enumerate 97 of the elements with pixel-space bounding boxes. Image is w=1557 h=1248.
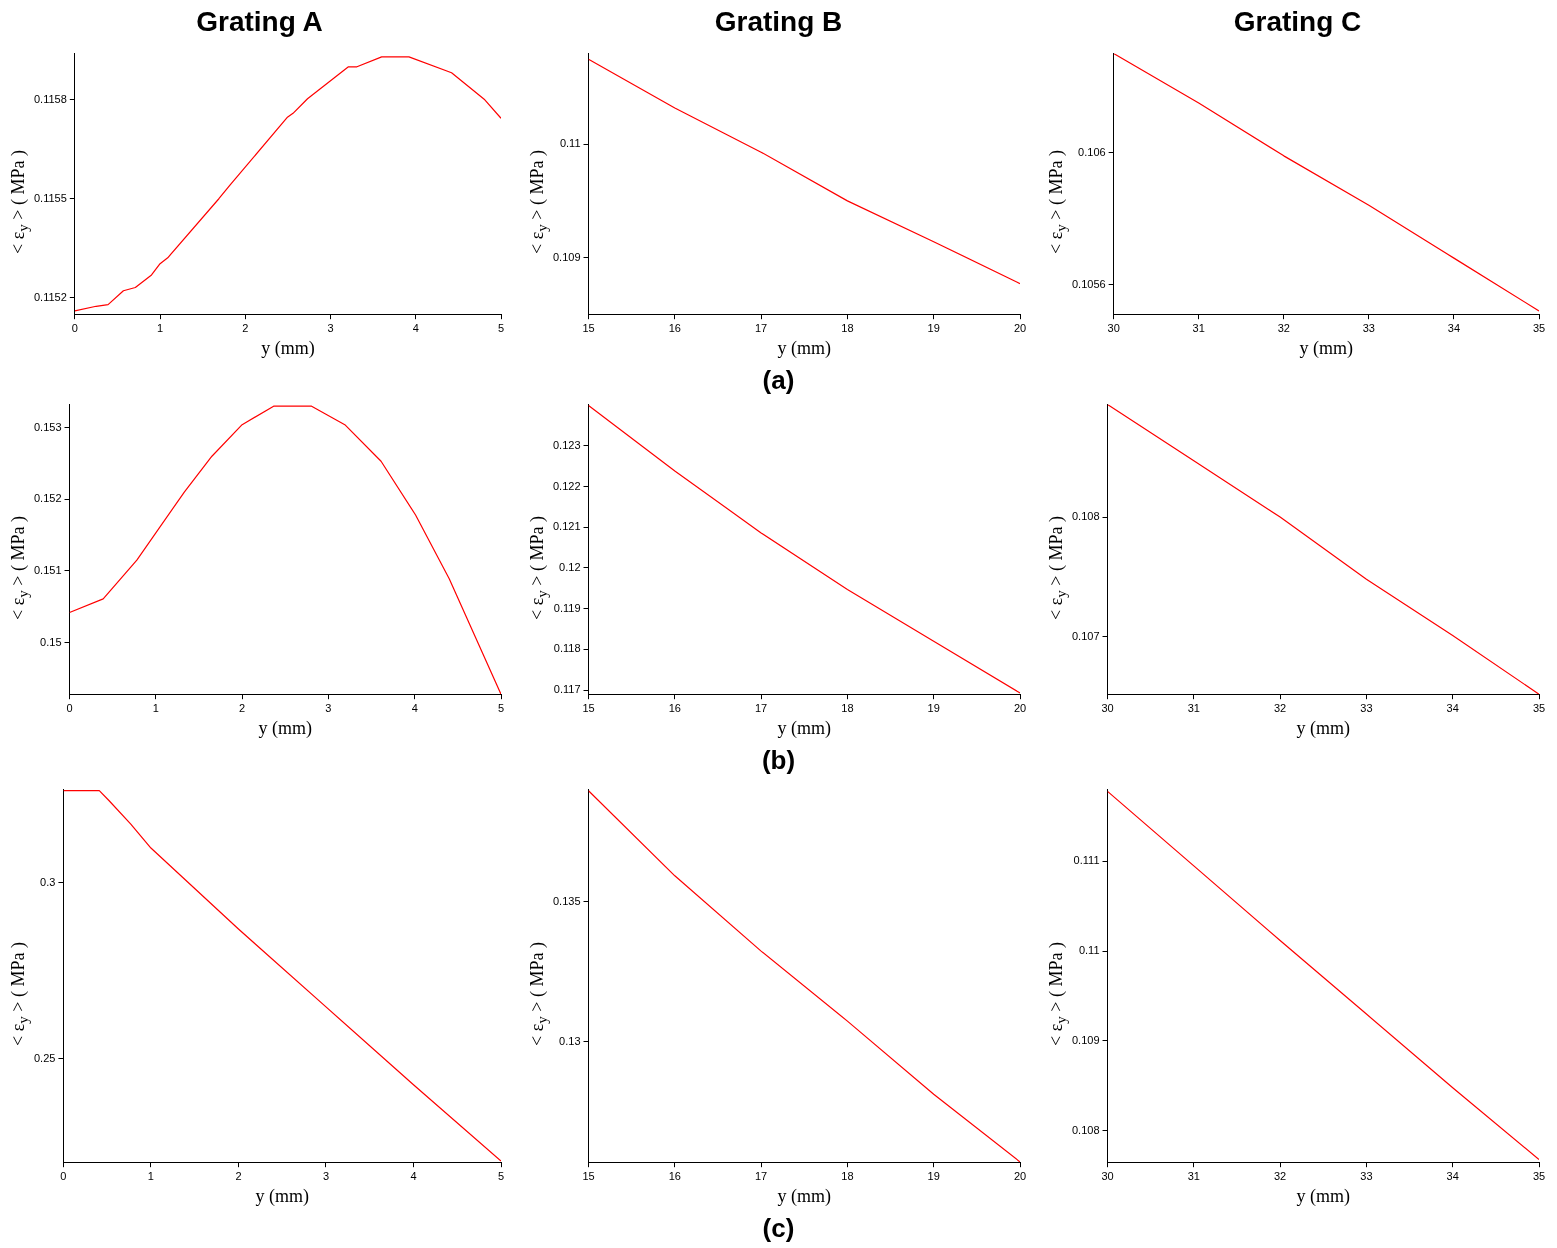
y-tick-label: 0.13: [559, 1034, 581, 1047]
x-tick-label: 4: [410, 1169, 417, 1182]
y-tick-label: 0.109: [553, 250, 581, 263]
x-tick-label: 18: [841, 321, 854, 334]
x-tick-label: 30: [1107, 321, 1121, 334]
chart-title: Grating A: [196, 5, 323, 39]
x-tick-label: 18: [841, 701, 854, 714]
x-axis-title: y (mm): [777, 337, 832, 359]
x-tick-label: 4: [413, 321, 420, 334]
x-axis-title: y (mm): [1296, 1185, 1351, 1207]
x-tick-label: 0: [60, 1169, 67, 1182]
y-tick-label: 0.135: [553, 894, 581, 907]
x-tick-label: 32: [1274, 701, 1287, 714]
x-tick-label: 5: [498, 701, 505, 714]
x-tick-label: 2: [242, 321, 249, 334]
x-tick-label: 15: [582, 701, 595, 714]
x-tick-label: 17: [755, 321, 768, 334]
x-tick-label: 3: [323, 1169, 330, 1182]
x-tick-label: 33: [1360, 1169, 1373, 1182]
y-tick-label: 0.15: [40, 635, 62, 648]
x-tick-label: 30: [1101, 701, 1114, 714]
y-tick-label: 0.1158: [34, 92, 68, 105]
x-tick-label: 17: [755, 701, 768, 714]
text: (c): [762, 1212, 795, 1245]
y-tick-label: 0.111: [1073, 854, 1100, 867]
y-tick-label: 0.117: [554, 683, 581, 696]
x-tick-label: 35: [1533, 321, 1546, 334]
x-tick-label: 5: [498, 1169, 505, 1182]
y-tick-label: 0.152: [34, 492, 62, 505]
x-tick-label: 19: [927, 321, 941, 334]
y-tick-label: 0.11: [560, 137, 581, 150]
y-tick-label: 0.108: [1072, 510, 1100, 523]
y-tick-label: 0.1056: [1072, 277, 1106, 290]
x-tick-label: 18: [841, 1169, 854, 1182]
x-tick-label: 31: [1187, 701, 1201, 714]
x-tick-label: 20: [1014, 321, 1027, 334]
text: (b): [761, 744, 796, 777]
x-tick-label: 5: [498, 321, 505, 334]
x-tick-label: 15: [582, 321, 595, 334]
x-tick-label: 31: [1192, 321, 1206, 334]
x-tick-label: 0: [72, 321, 79, 334]
y-tick-label: 0.25: [34, 1051, 56, 1064]
x-tick-label: 35: [1533, 701, 1546, 714]
y-tick-label: 0.106: [1078, 145, 1106, 158]
x-axis-title: y (mm): [777, 1185, 832, 1207]
y-tick-label: 0.1152: [34, 290, 68, 303]
y-tick-label: 0.109: [1072, 1034, 1100, 1047]
x-tick-label: 16: [668, 701, 682, 714]
x-tick-label: 33: [1363, 321, 1376, 334]
y-tick-label: 0.107: [1072, 629, 1100, 642]
x-axis-title: y (mm): [261, 337, 315, 359]
x-tick-label: 4: [411, 701, 419, 714]
x-tick-label: 34: [1446, 701, 1460, 714]
y-tick-label: 0.121: [553, 520, 581, 533]
x-tick-label: 3: [327, 321, 334, 334]
x-axis-title: y (mm): [1299, 337, 1354, 359]
y-tick-label: 0.3: [40, 875, 56, 888]
y-tick-label: 0.11: [1079, 944, 1100, 957]
y-tick-label: 0.1155: [34, 191, 68, 204]
x-tick-label: 20: [1014, 701, 1027, 714]
x-tick-label: 20: [1014, 1169, 1027, 1182]
y-tick-label: 0.151: [34, 563, 62, 576]
x-tick-label: 16: [668, 321, 682, 334]
x-tick-label: 33: [1360, 701, 1373, 714]
x-tick-label: 0: [66, 701, 73, 714]
x-tick-label: 2: [239, 701, 246, 714]
x-axis-title: y (mm): [255, 1185, 310, 1207]
x-tick-label: 32: [1277, 321, 1291, 334]
y-tick-label: 0.118: [554, 642, 581, 655]
x-tick-label: 17: [755, 1169, 768, 1182]
x-tick-label: 32: [1274, 1169, 1287, 1182]
x-tick-label: 1: [157, 321, 164, 334]
x-axis-title: y (mm): [777, 717, 832, 739]
x-tick-label: 34: [1448, 321, 1461, 334]
x-tick-label: 30: [1101, 1169, 1114, 1182]
x-tick-label: 1: [148, 1169, 155, 1182]
x-tick-label: 19: [927, 701, 941, 714]
y-tick-label: 0.12: [559, 560, 581, 573]
y-tick-label: 0.123: [553, 438, 581, 451]
text: (a): [762, 364, 795, 397]
x-tick-label: 31: [1187, 1169, 1201, 1182]
x-tick-label: 16: [668, 1169, 682, 1182]
y-tick-label: 0.122: [553, 479, 581, 492]
x-tick-label: 1: [153, 701, 160, 714]
x-tick-label: 19: [927, 1169, 941, 1182]
x-tick-label: 34: [1446, 1169, 1460, 1182]
x-axis-title: y (mm): [1296, 717, 1351, 739]
y-tick-label: 0.119: [554, 601, 581, 614]
y-tick-label: 0.108: [1072, 1123, 1100, 1136]
x-tick-label: 15: [582, 1169, 595, 1182]
x-tick-label: 35: [1533, 1169, 1546, 1182]
x-tick-label: 2: [235, 1169, 242, 1182]
x-axis-title: y (mm): [258, 717, 313, 739]
y-tick-label: 0.153: [34, 420, 62, 433]
chart-title: Grating B: [714, 5, 843, 39]
chart-title: Grating C: [1233, 5, 1362, 39]
x-tick-label: 3: [325, 701, 332, 714]
